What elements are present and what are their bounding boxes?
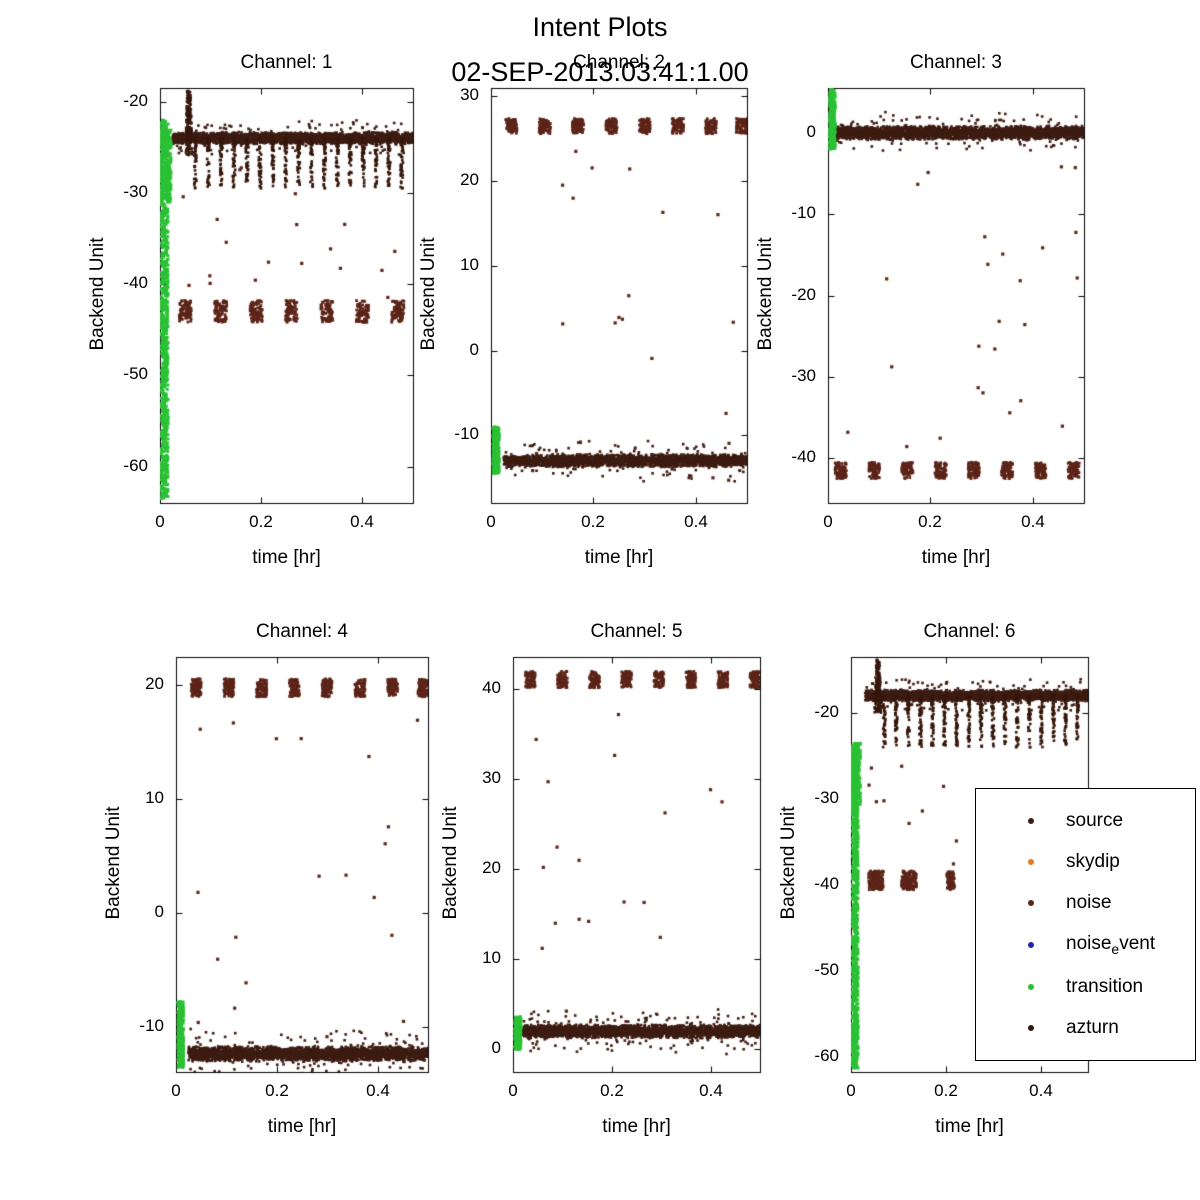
- legend-label-skydip: skydip: [1066, 851, 1120, 873]
- legend-marker-source: [1028, 818, 1034, 825]
- figure-title: Intent Plots: [532, 12, 668, 42]
- legend-label-noise: noise: [1066, 892, 1112, 914]
- legend-item-transition: transition: [976, 976, 1195, 998]
- legend-label-transition: transition: [1066, 975, 1144, 997]
- legend: source skydip noise noiseevent transition azt…: [975, 788, 1196, 1061]
- figure-subtitle: 02-SEP-2013.03:41:1.00: [451, 57, 749, 87]
- legend-marker-azturn: [1028, 1024, 1034, 1031]
- legend-marker-noise: [1028, 900, 1034, 907]
- legend-label-source: source: [1066, 810, 1124, 832]
- legend-item-noise_event: noiseevent: [976, 933, 1195, 957]
- legend-item-source: source: [976, 810, 1195, 832]
- legend-item-azturn: azturn: [976, 1017, 1195, 1039]
- legend-marker-skydip: [1028, 859, 1034, 866]
- legend-item-skydip: skydip: [976, 851, 1195, 873]
- legend-marker-transition: [1028, 983, 1034, 990]
- legend-marker-noise_event: [1028, 941, 1034, 948]
- legend-label-noise_event: noiseevent: [1066, 933, 1156, 957]
- legend-item-noise: noise: [976, 892, 1195, 914]
- legend-label-azturn: azturn: [1066, 1016, 1119, 1038]
